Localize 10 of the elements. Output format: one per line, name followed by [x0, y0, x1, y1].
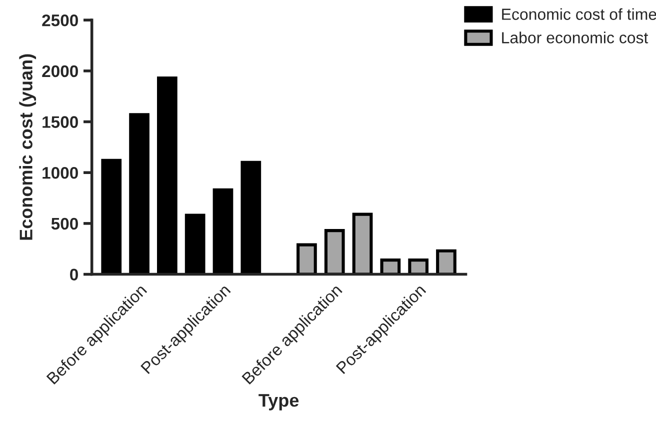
y-tick-label: 1000 [42, 167, 78, 179]
y-tick-label: 500 [51, 218, 78, 230]
x-axis-title: Type [258, 394, 299, 410]
legend-label: Labor economic cost [502, 32, 648, 44]
y-tick-label: 0 [70, 268, 78, 280]
y-axis-title: Economic cost (yuan) [19, 54, 36, 240]
y-tick-label: 1500 [42, 116, 78, 128]
y-tick-label: 2500 [42, 14, 78, 26]
y-tick-label: 2000 [42, 65, 78, 78]
legend-label: Economic cost of time [502, 8, 656, 20]
